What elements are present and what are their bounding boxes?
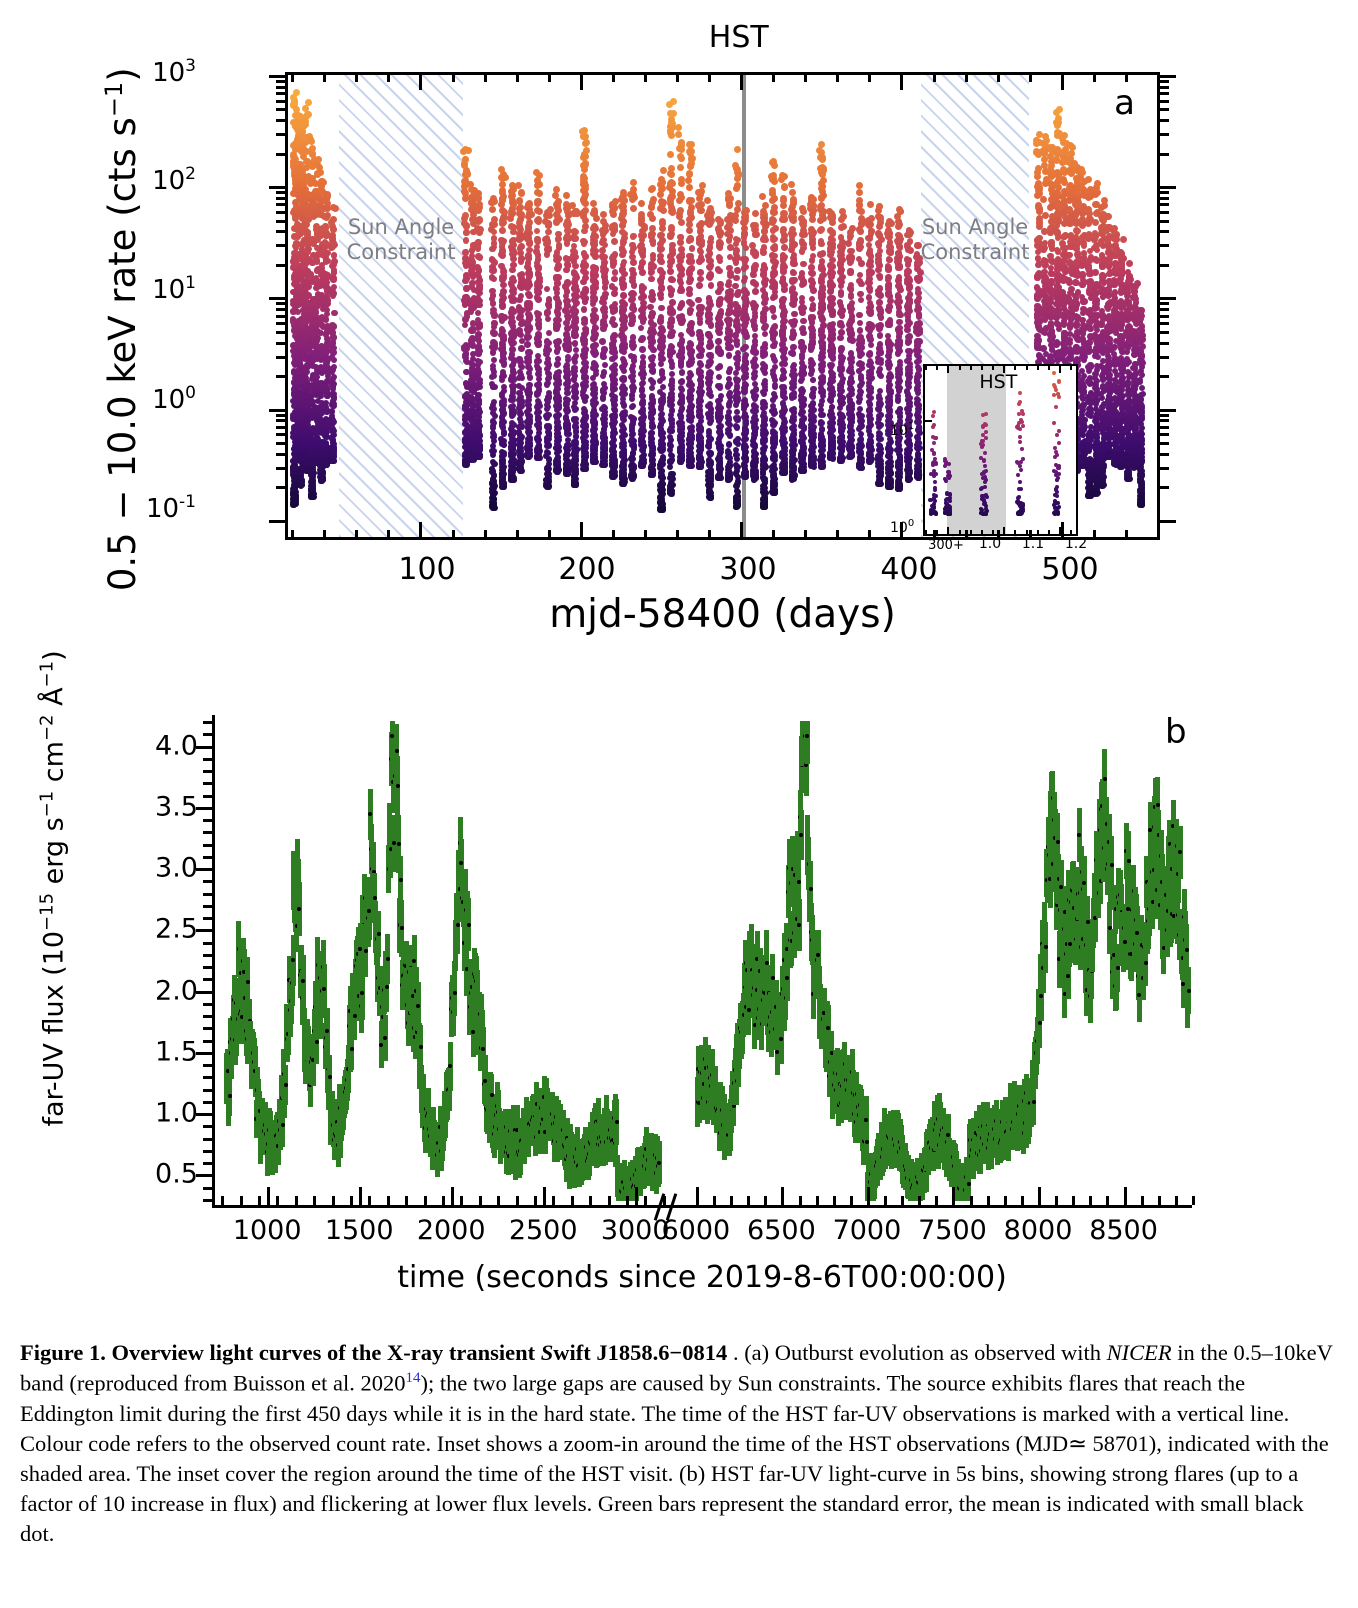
panel-b-uv-lightcurve: far-UV flux (10−15 erg s−1 cm−2 Å−1) b 0… [0, 690, 1358, 1310]
panel-a-xtick-300: 300 [719, 552, 776, 587]
panel-b-plot-area [212, 715, 1192, 1205]
inset-ytick-1e1: 101 [890, 421, 914, 439]
inset-xtick-1p1: 1.1 [1022, 536, 1044, 552]
panel-a-ytick-1e0: 100 [152, 383, 196, 415]
panel-a-xray-lightcurve: HST 0.5 − 10.0 keV rate (cts s−1) 103 10… [0, 0, 1358, 650]
caption-citation[interactable]: 14 [406, 1370, 421, 1386]
panel-a-xtick-400: 400 [880, 552, 937, 587]
hst-top-label: HST [60, 20, 1358, 55]
panel-a-ytick-1e3: 103 [152, 56, 196, 88]
panel-b-xlabel: time (seconds since 2019-8-6T00:00:00) [212, 1260, 1192, 1295]
panel-a-xlabel: mjd-58400 (days) [285, 592, 1160, 637]
sun-angle-constraint-label-1: Sun Angle Constraint [339, 215, 462, 265]
figure-caption: Figure 1. Overview light curves of the X… [20, 1338, 1340, 1549]
panel-a-ytick-1e1: 101 [152, 273, 196, 305]
sun-angle-constraint-label-2: Sun Angle Constraint [911, 215, 1038, 265]
panel-a-xtick-200: 200 [558, 552, 615, 587]
panel-b-x-axis [212, 1205, 1192, 1208]
panel-a-ytick-1e2: 102 [152, 164, 196, 196]
panel-a-ylabel: 0.5 − 10.0 keV rate (cts s−1) [100, 71, 144, 591]
panel-b-ylabel: far-UV flux (10−15 erg s−1 cm−2 Å−1) [37, 697, 70, 1127]
panel-a-ytick-1em1: 10-1 [146, 492, 196, 524]
inset-xtick-1p2: 1.2 [1065, 536, 1087, 552]
inset-xtick-origin: 300+ [928, 538, 964, 553]
panel-a-xtick-500: 500 [1041, 552, 1098, 587]
inset-hst-label: HST [979, 371, 1017, 393]
panel-a-letter: a [1114, 83, 1135, 123]
sun-angle-constraint-band-1 [339, 75, 462, 537]
panel-a-xtick-100: 100 [398, 552, 455, 587]
inset-plot-area: HST [923, 364, 1078, 536]
